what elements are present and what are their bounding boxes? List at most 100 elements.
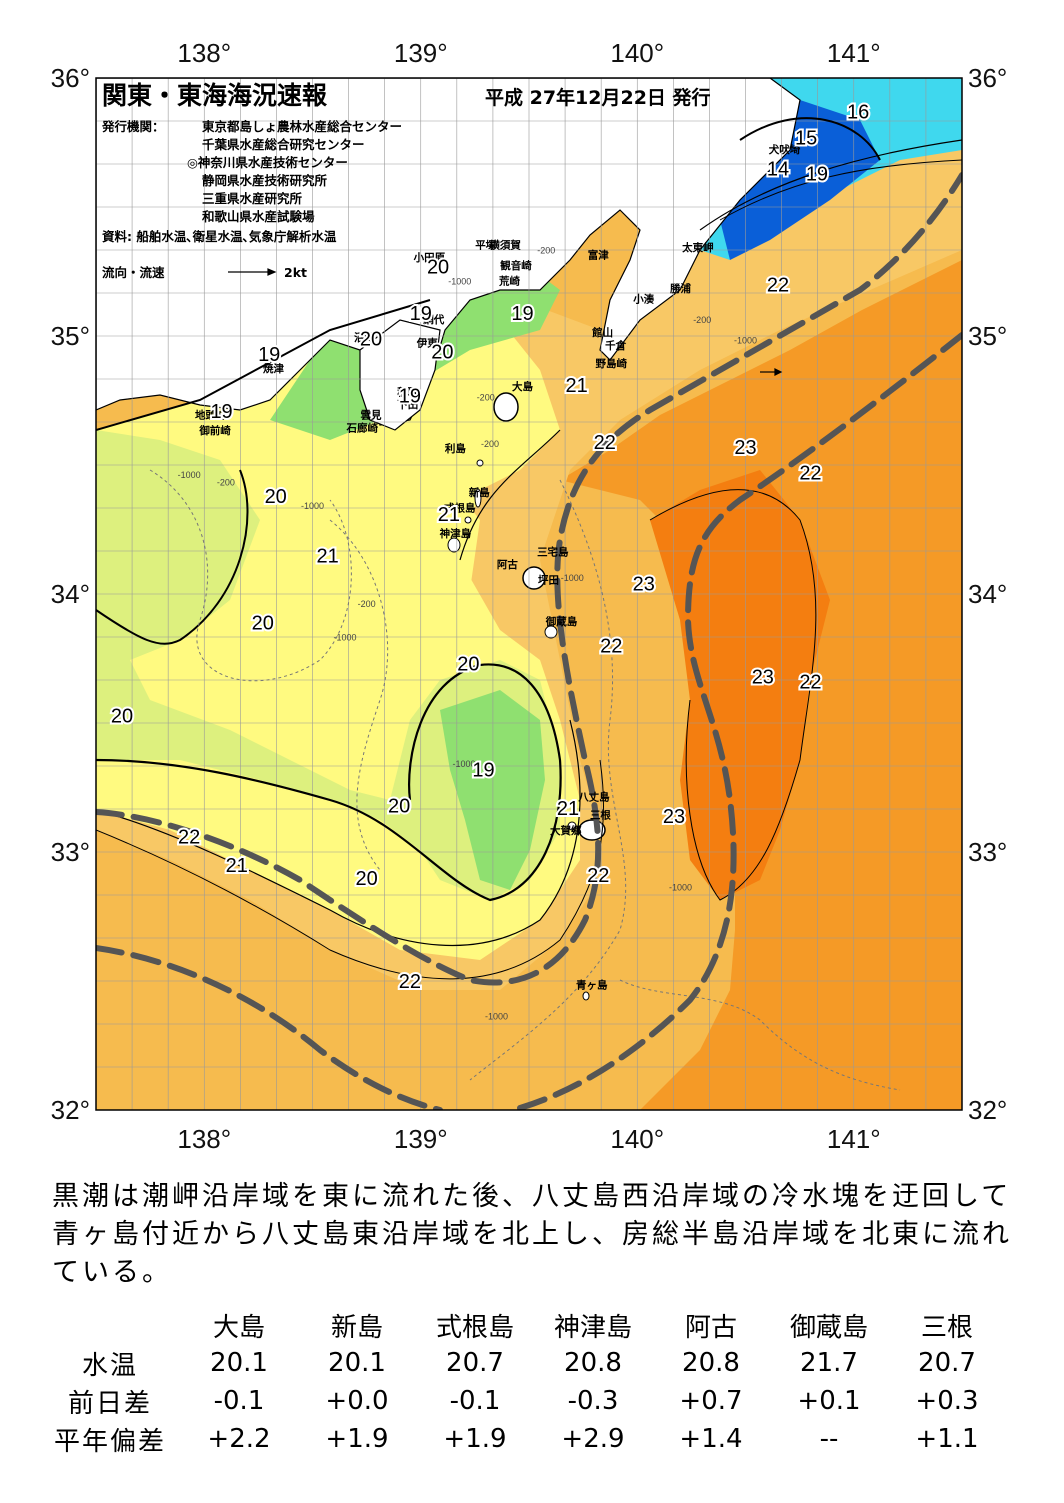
lat-label: 33° [968, 837, 1007, 867]
lon-label: 138° [177, 1124, 231, 1154]
isotherm-label: 16 [847, 102, 869, 124]
lat-labels-left: 36° 35° 34° 33° 32° [51, 63, 90, 1125]
place-label: 伊東 [416, 336, 438, 349]
lon-label: 141° [827, 1124, 881, 1154]
table-cell: 20.8 [682, 1348, 740, 1378]
zone-20 [96, 430, 560, 900]
place-label: 下田 [397, 399, 418, 411]
table-cell: +0.3 [915, 1386, 979, 1416]
isotherm-label: 23 [752, 667, 774, 689]
depth-labels: -200 -1000 -200 -1000 -200 -200 -1000 -200 -1000… [178, 245, 757, 1021]
place-label: 横須賀 [489, 238, 521, 251]
table-cell: 21.7 [800, 1348, 858, 1378]
place-label: 荒崎 [498, 274, 520, 287]
depth-label: -200 [477, 393, 495, 403]
island-mikurajima [544, 625, 558, 639]
table-cell: +2.2 [207, 1424, 271, 1454]
place-label: 御蔵島 [545, 615, 578, 628]
depth-label: -200 [481, 439, 499, 449]
place-label: 三宅島 [537, 545, 569, 558]
lon-label: 139° [394, 38, 448, 68]
isotherm-label: 20 [356, 868, 378, 890]
place-label: 平塚 [475, 238, 496, 251]
place-label: 地頭方 [195, 409, 227, 422]
zone-24 [650, 470, 830, 900]
depth-label: -1000 [561, 573, 584, 583]
isotherm-label: 20 [457, 654, 479, 676]
place-label: 大賀郷 [550, 824, 582, 837]
isotherm-label: 22 [799, 672, 821, 694]
row-label: 水温 [81, 1350, 138, 1381]
table-cell: +0.0 [325, 1386, 389, 1416]
zone-21-izu [270, 470, 480, 640]
isotherm-label: 22 [594, 432, 616, 454]
isotherm-label: 15 [795, 127, 817, 149]
place-label: 神津島 [440, 527, 472, 540]
place-label: 小田原 [413, 251, 446, 264]
isotherm-label: 20 [388, 796, 410, 818]
isotherm-label: 19 [472, 759, 494, 781]
place-label: 式根島 [444, 501, 476, 514]
isotherm-label: 19 [258, 344, 280, 366]
lon-labels-top: 138° 139° 140° 141° [177, 38, 880, 68]
island-shikinejima [464, 516, 472, 524]
zone-16b-boso [840, 78, 962, 145]
table-cell: +1.9 [325, 1424, 389, 1454]
sea-temperature-map: -200 -1000 -200 -1000 -200 -200 -1000 -200 -1000… [51, 38, 1008, 1154]
lon-label: 140° [610, 38, 664, 68]
isotherm-label: 19 [399, 385, 421, 407]
table-row: 水温 20.1 20.1 20.7 20.8 20.8 21.7 20.7 [40, 1344, 1006, 1382]
lat-label: 33° [51, 837, 90, 867]
lon-label: 141° [827, 38, 881, 68]
table-cell: +1.9 [443, 1424, 507, 1454]
place-label: 野島崎 [596, 357, 628, 370]
lat-label: 35° [968, 321, 1007, 351]
isotherm-label: 14 [767, 158, 789, 180]
data-source: 資料: 船舶水温､衛星水温､気象庁解析水温 [102, 229, 337, 244]
lat-label: 32° [968, 1095, 1007, 1125]
table-cell: -0.1 [213, 1386, 265, 1416]
island-miyakejima [522, 566, 546, 590]
table-row: 前日差 -0.1 +0.0 -0.1 -0.3 +0.7 +0.1 +0.3 [40, 1382, 1006, 1420]
place-label: 青ヶ島 [576, 979, 608, 992]
issuer-name: 東京都島しょ農林水産総合センター [202, 119, 402, 134]
place-label: 焼津 [263, 362, 284, 375]
row-label: 平年偏差 [53, 1426, 166, 1457]
isotherm-label: 20 [252, 612, 274, 634]
isotherm-label: 21 [557, 798, 579, 820]
place-label: 館山 [591, 326, 613, 339]
lat-labels-right: 36° 35° 34° 33° 32° [968, 63, 1007, 1125]
lat-label: 34° [968, 579, 1007, 609]
table-corner [40, 1306, 180, 1344]
place-label: 雲見 [360, 410, 381, 422]
place-label: 大島 [512, 380, 533, 393]
island-temperature-table: 大島 新島 式根島 神津島 阿古 御蔵島 三根 水温 20.1 20.1 20.… [40, 1306, 1006, 1458]
place-label: 新島 [469, 486, 490, 499]
table-row: 平年偏差 +2.2 +1.9 +1.9 +2.9 +1.4 -- +1.1 [40, 1420, 1006, 1458]
isotherm-label: 19 [410, 303, 432, 325]
column-header: 大島 [212, 1312, 265, 1343]
depth-label: -1000 [448, 276, 471, 286]
place-label: 利島 [445, 442, 466, 455]
isotherm-label: 21 [566, 375, 588, 397]
depth-label: -1000 [301, 501, 324, 511]
depth-label: -1000 [669, 883, 692, 893]
issue-date: 平成 27年12月22日 発行 [485, 86, 711, 109]
place-label: 観音崎 [500, 259, 532, 272]
isotherm-label: 22 [587, 865, 609, 887]
issuer-name: 静岡県水産技術研究所 [202, 173, 328, 188]
flow-legend-arrow [228, 268, 277, 276]
table-cell: -- [819, 1424, 839, 1454]
column-header: 三根 [920, 1312, 973, 1343]
issuer-name: ◎神奈川県水産技術センター [187, 155, 348, 170]
land-honshu [96, 78, 801, 426]
table-header-row: 大島 新島 式根島 神津島 阿古 御蔵島 三根 [40, 1306, 1006, 1344]
isotherm-label: 23 [663, 806, 685, 828]
column-header: 式根島 [435, 1312, 514, 1343]
depth-label: -200 [693, 315, 711, 325]
place-label: 石廊崎 [346, 421, 379, 434]
table-cell: +0.7 [679, 1386, 743, 1416]
table-cell: +2.9 [561, 1424, 625, 1454]
isotherm-label: 22 [600, 636, 622, 658]
